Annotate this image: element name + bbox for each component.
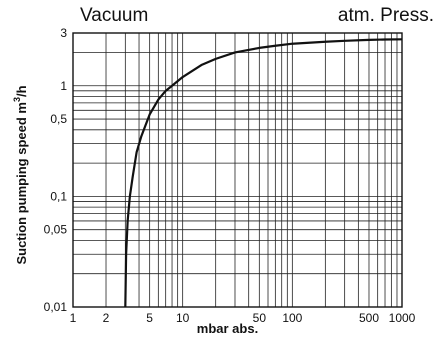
y-tick-label: 1 <box>60 79 67 93</box>
y-axis-label: Suction pumping speed m3/h <box>12 85 29 264</box>
grid <box>73 33 402 307</box>
x-tick-label: 10 <box>176 311 190 325</box>
y-tick-label: 0,01 <box>44 300 68 314</box>
x-tick-label: 1000 <box>389 311 416 325</box>
y-tick-labels: 3 1 0,5 0,1 0,05 0,01 <box>44 26 68 314</box>
y-tick-label: 3 <box>60 26 67 40</box>
x-tick-label: 5 <box>146 311 153 325</box>
x-tick-label: 100 <box>282 311 302 325</box>
y-tick-label: 0,05 <box>44 223 68 237</box>
plot-frame <box>72 32 403 308</box>
x-tick-label: 2 <box>103 311 110 325</box>
series-line <box>124 38 403 308</box>
y-tick-label: 0,5 <box>50 112 67 126</box>
y-tick-label: 0,1 <box>50 189 67 203</box>
header-vacuum-label: Vacuum <box>80 5 149 26</box>
x-tick-label: 1 <box>70 311 77 325</box>
x-tick-label: 50 <box>253 311 267 325</box>
x-axis-label: mbar abs. <box>197 321 258 336</box>
x-tick-label: 500 <box>359 311 379 325</box>
x-tick-labels: 1 2 5 10 50 100 500 1000 <box>70 311 416 325</box>
header-atm-press-label: atm. Press. <box>337 5 434 26</box>
